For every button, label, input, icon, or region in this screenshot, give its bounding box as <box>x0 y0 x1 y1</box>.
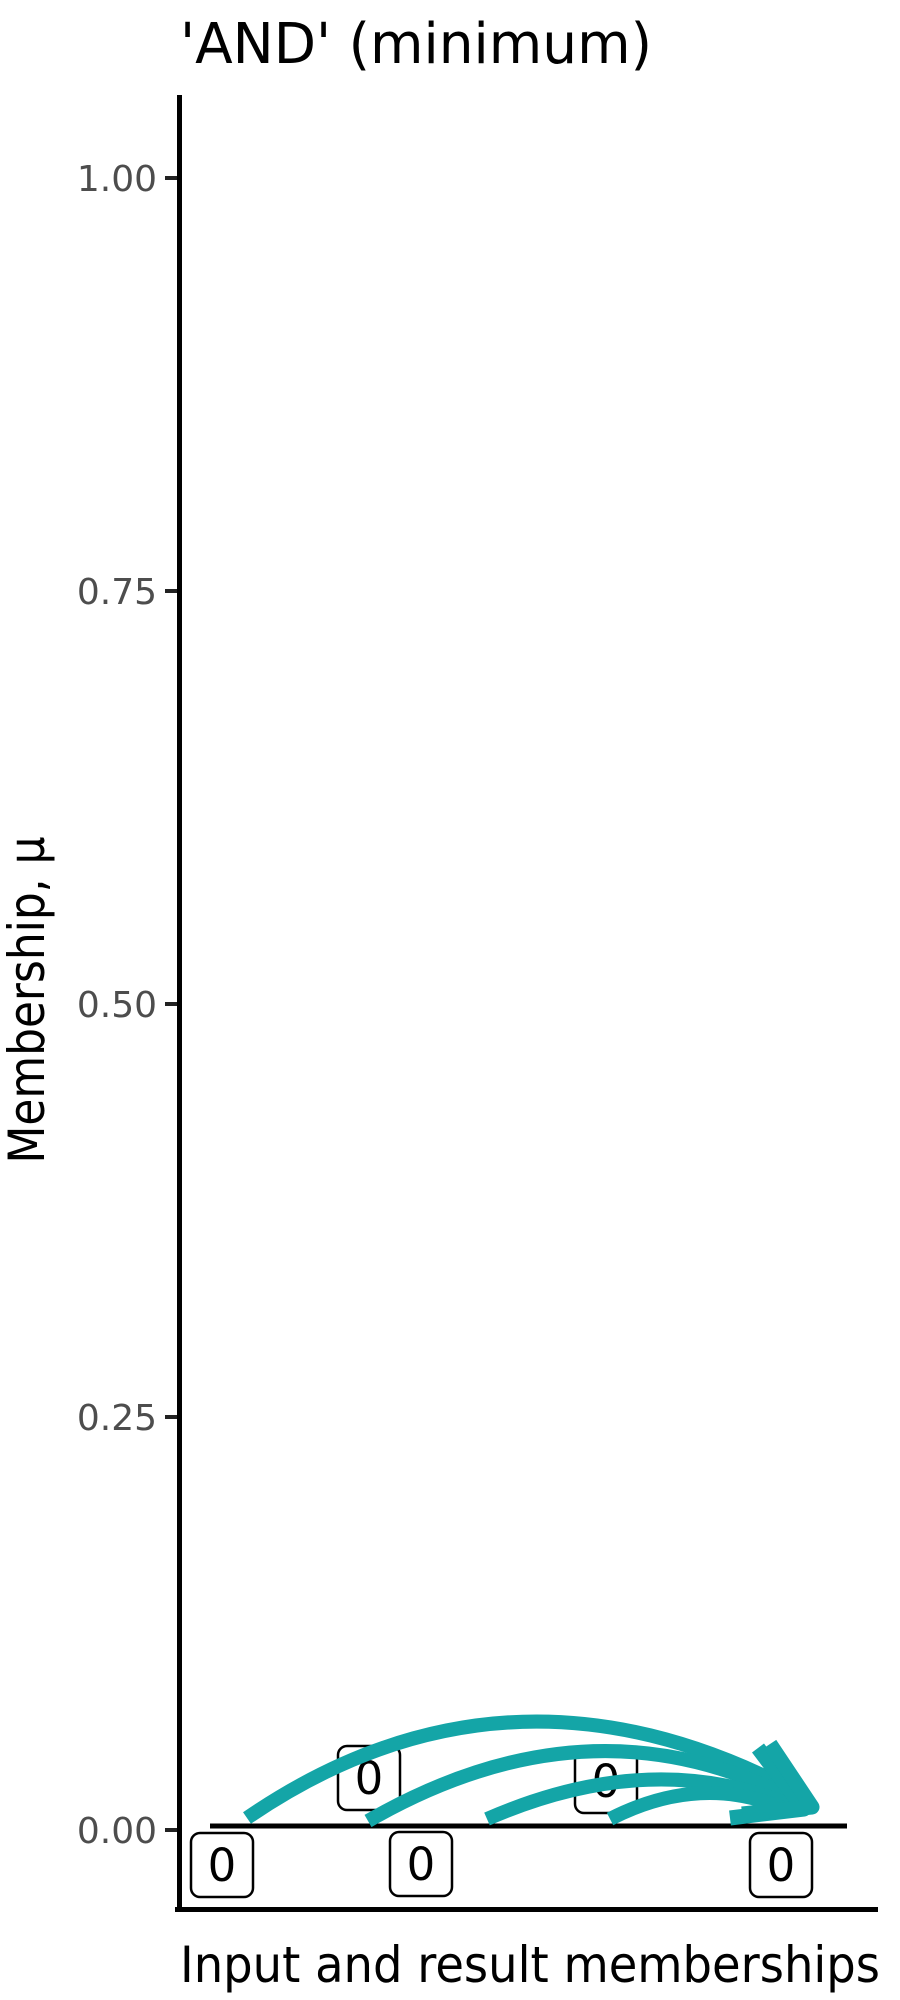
x-axis-label: Input and result memberships <box>180 1936 880 1994</box>
label-box <box>388 1830 454 1898</box>
y-tick-mark <box>165 176 177 180</box>
convergence-arrows <box>243 1714 820 1828</box>
y-tick-label: 0.00 <box>77 1811 157 1852</box>
arrow-curve-2 <box>364 1744 801 1828</box>
label-value: 0 <box>208 1839 237 1892</box>
value-label-result: 0 <box>748 1831 814 1899</box>
value-label-input-1: 0 <box>189 1831 255 1899</box>
y-tick-mark <box>165 1828 177 1832</box>
label-box <box>189 1831 255 1899</box>
y-axis-line <box>177 95 182 1912</box>
y-tick-label: 1.00 <box>77 159 157 200</box>
arrow-curve-4 <box>606 1786 790 1826</box>
y-tick-mark <box>165 1002 177 1006</box>
label-value: 0 <box>407 1838 436 1891</box>
arrow-head-icon <box>741 1739 820 1822</box>
y-tick-label: 0.75 <box>77 572 157 613</box>
chart-title: 'AND' (minimum) <box>180 12 652 77</box>
value-label-input-3: 0 <box>388 1830 454 1898</box>
label-box <box>748 1831 814 1899</box>
label-value: 0 <box>767 1839 796 1892</box>
arrow-curve-1 <box>243 1714 804 1824</box>
x-axis-line <box>175 1907 878 1912</box>
y-tick-mark <box>165 589 177 593</box>
y-axis-label: Membership, μ <box>0 837 56 1164</box>
y-tick-mark <box>165 1415 177 1419</box>
y-tick-label: 0.50 <box>77 985 157 1026</box>
y-tick-label: 0.25 <box>77 1398 157 1439</box>
